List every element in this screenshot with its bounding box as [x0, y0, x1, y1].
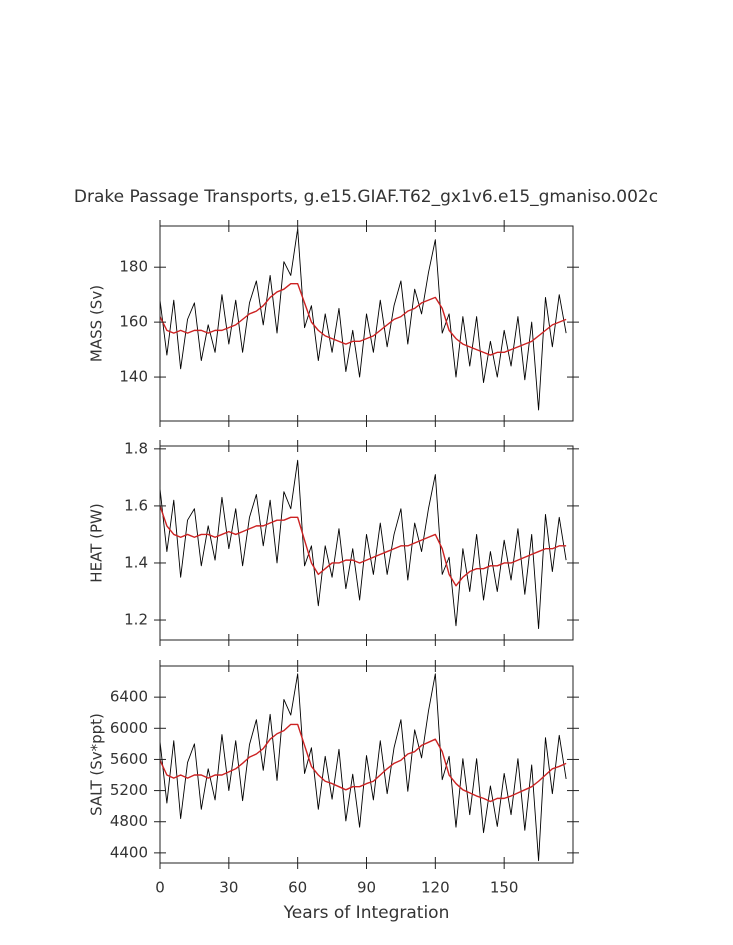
- x-tick-label: 0: [155, 879, 165, 897]
- y-tick-label: 4800: [110, 812, 148, 830]
- plot-frame: [159, 665, 574, 864]
- series-line: [160, 459, 567, 630]
- y-axis-label: MASS (Sv): [88, 285, 106, 362]
- x-tick-label: 60: [288, 879, 307, 897]
- series-line: [160, 505, 567, 587]
- series-line: [160, 723, 567, 803]
- y-tick-label: 1.8: [124, 439, 148, 457]
- y-tick-label: 180: [119, 258, 148, 276]
- plot-frame: [159, 445, 574, 641]
- y-tick-label: 160: [119, 313, 148, 331]
- series-line: [160, 228, 567, 411]
- y-tick-label: 1.4: [124, 553, 148, 571]
- y-tick-label: 5200: [110, 781, 148, 799]
- y-axis-label: HEAT (PW): [88, 503, 106, 582]
- x-tick-label: 120: [421, 879, 450, 897]
- x-tick-label: 30: [219, 879, 238, 897]
- y-tick-label: 1.6: [124, 496, 148, 514]
- series-line: [160, 673, 567, 862]
- y-tick-label: 6400: [110, 688, 148, 706]
- x-axis-label: Years of Integration: [283, 903, 450, 923]
- y-tick-label: 1.2: [124, 611, 148, 629]
- plot-frame: [159, 225, 574, 422]
- x-tick-label: 90: [357, 879, 376, 897]
- y-tick-label: 5600: [110, 750, 148, 768]
- y-axis-label: SALT (Sv*ppt): [88, 713, 106, 816]
- series-line: [160, 282, 567, 356]
- chart-title: Drake Passage Transports, g.e15.GIAF.T62…: [74, 187, 658, 207]
- y-tick-label: 140: [119, 368, 148, 386]
- y-tick-label: 4400: [110, 843, 148, 861]
- x-tick-label: 150: [490, 879, 519, 897]
- y-tick-label: 6000: [110, 719, 148, 737]
